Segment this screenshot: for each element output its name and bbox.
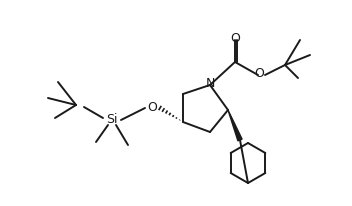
Text: O: O	[147, 101, 157, 114]
Polygon shape	[228, 110, 242, 141]
Text: N: N	[205, 76, 215, 89]
Text: Si: Si	[106, 112, 118, 125]
Text: O: O	[254, 67, 264, 80]
Text: O: O	[230, 32, 240, 44]
